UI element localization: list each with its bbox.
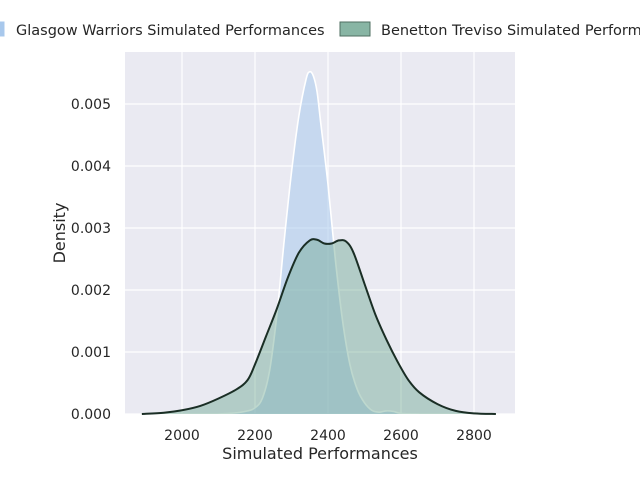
x-tick-label-1: 2200 (237, 428, 273, 444)
legend-label-benetton: Benetton Treviso Simulated Performances (381, 23, 640, 39)
x-tick-label-4: 2800 (456, 428, 492, 444)
x-tick-label-2: 2400 (310, 428, 346, 444)
density-line-glasgow (218, 70, 420, 415)
density-areas (141, 70, 496, 415)
x-axis-label: Simulated Performances (222, 444, 418, 463)
y-axis-label: Density (50, 203, 69, 264)
density-line-benetton (141, 238, 496, 415)
legend-swatch-benetton (339, 21, 371, 37)
y-tick-labels: 0.000 0.001 0.002 0.003 0.004 0.005 (71, 97, 111, 423)
y-tick-label-5: 0.005 (71, 97, 111, 113)
density-area-benetton (141, 239, 496, 414)
legend-label-glasgow: Glasgow Warriors Simulated Performances (16, 23, 325, 39)
legend: Glasgow Warriors Simulated Performances … (0, 21, 640, 39)
y-tick-label-4: 0.004 (71, 159, 111, 175)
x-tick-label-3: 2600 (383, 428, 419, 444)
y-tick-label-2: 0.002 (71, 283, 111, 299)
x-tick-labels: 2000 2200 2400 2600 2800 (164, 428, 492, 444)
x-tick-label-0: 2000 (164, 428, 200, 444)
legend-swatch-glasgow (0, 21, 5, 37)
y-tick-label-0: 0.000 (71, 407, 111, 423)
density-area-glasgow (218, 71, 420, 415)
y-tick-label-3: 0.003 (71, 221, 111, 237)
y-tick-label-1: 0.001 (71, 345, 111, 361)
